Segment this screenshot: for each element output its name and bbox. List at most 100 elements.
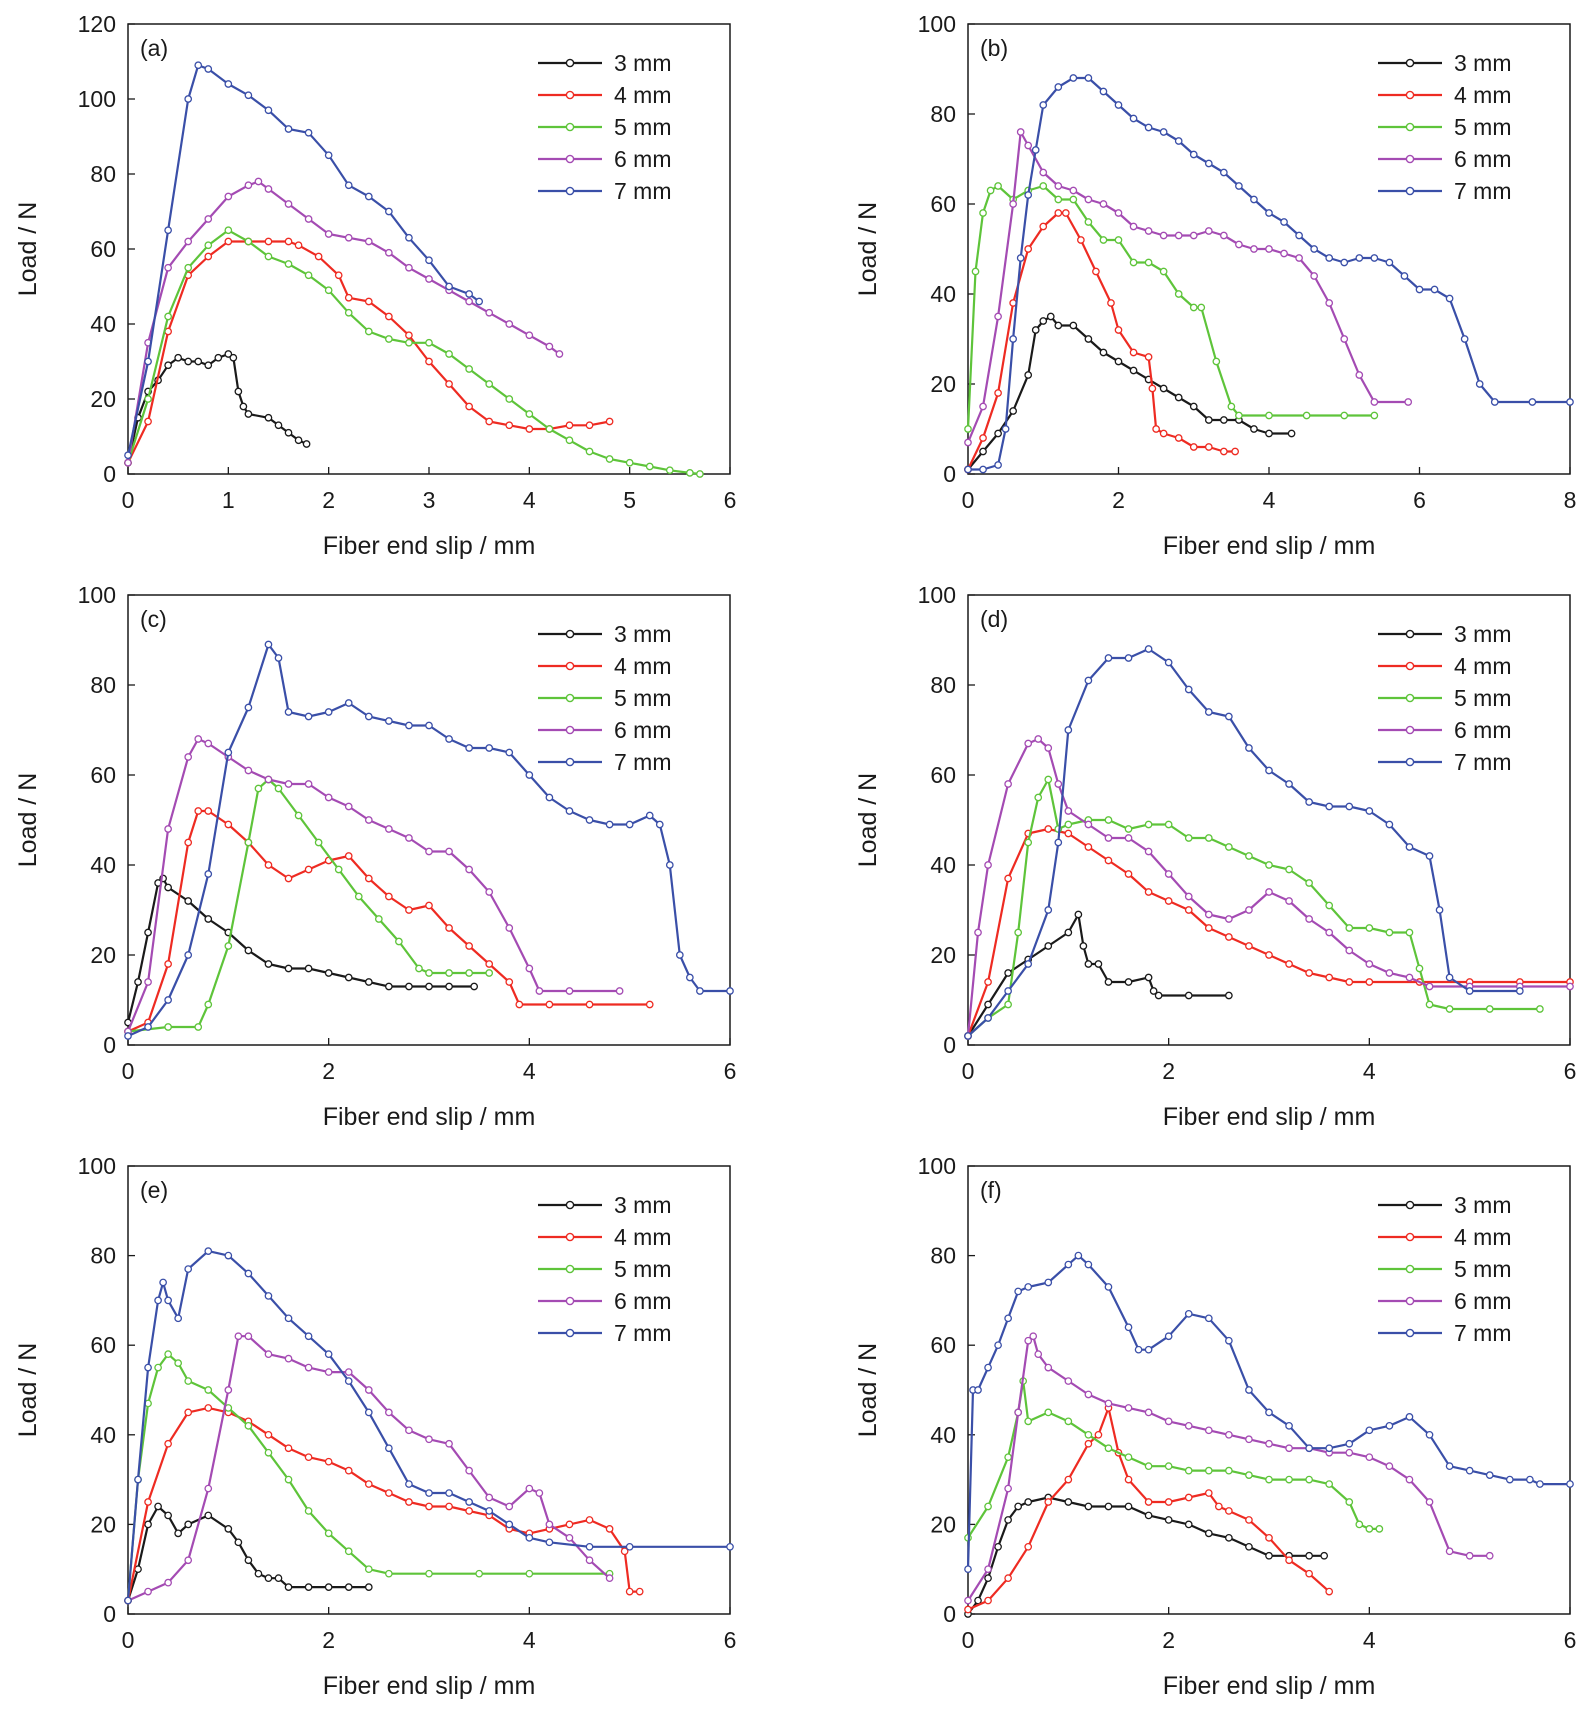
- data-point: [1385, 258, 1394, 267]
- data-point: [1084, 218, 1093, 226]
- data-point: [1295, 254, 1303, 262]
- data-point: [1099, 200, 1108, 208]
- data-point: [1079, 942, 1088, 950]
- data-point: [485, 380, 494, 388]
- data-point: [1204, 910, 1213, 919]
- data-point: [1325, 1444, 1334, 1453]
- data-point: [1054, 321, 1063, 330]
- data-point: [585, 421, 594, 430]
- data-point: [1074, 1251, 1083, 1260]
- data-point: [1214, 1502, 1223, 1511]
- data-point: [425, 982, 433, 991]
- data-point: [1220, 447, 1228, 456]
- data-point: [1225, 1336, 1233, 1345]
- legend-marker: [565, 154, 575, 164]
- data-point: [164, 1578, 172, 1587]
- y-tick-label: 20: [930, 371, 956, 397]
- data-point: [1235, 240, 1243, 249]
- data-point: [1009, 407, 1018, 415]
- legend-entry: 5 mm: [1454, 114, 1512, 140]
- data-point: [1099, 236, 1108, 244]
- series-3-mm: [124, 874, 478, 1027]
- data-point: [204, 361, 213, 370]
- data-point: [284, 428, 293, 437]
- data-point: [144, 1520, 152, 1529]
- data-point: [1001, 425, 1010, 433]
- x-tick-label: 5: [623, 487, 636, 513]
- data-point: [465, 1466, 473, 1475]
- data-point: [1024, 838, 1033, 847]
- series-line: [967, 647, 1520, 1037]
- data-point: [1325, 299, 1334, 307]
- data-point: [405, 263, 413, 272]
- data-point: [625, 820, 634, 829]
- data-point: [1250, 245, 1258, 253]
- data-point: [1164, 897, 1173, 905]
- data-point: [164, 1439, 172, 1448]
- y-tick-label: 20: [930, 942, 956, 968]
- data-point: [1164, 870, 1173, 878]
- data-point: [364, 1480, 373, 1488]
- legend-marker: [1405, 725, 1415, 735]
- data-point: [324, 1350, 333, 1359]
- data-point: [1365, 960, 1374, 968]
- data-point: [1285, 1444, 1293, 1453]
- data-point: [405, 982, 413, 991]
- data-point: [184, 753, 193, 761]
- data-point: [1039, 168, 1048, 177]
- data-point: [1124, 654, 1133, 662]
- data-point: [1164, 1498, 1173, 1506]
- plot-frame: [967, 594, 1571, 1046]
- data-point: [1285, 1556, 1293, 1565]
- data-point: [1220, 416, 1228, 424]
- data-point: [164, 996, 172, 1004]
- data-point: [304, 780, 313, 788]
- data-point: [264, 960, 273, 968]
- data-point: [164, 883, 172, 892]
- data-point: [1144, 353, 1153, 361]
- series-6-mm: [124, 1332, 614, 1605]
- data-point: [1325, 254, 1334, 262]
- data-point: [1345, 924, 1354, 932]
- data-point: [1204, 1426, 1213, 1435]
- data-point: [304, 1453, 313, 1462]
- series-3-mm: [124, 350, 311, 467]
- data-point: [234, 1538, 243, 1547]
- data-point: [445, 735, 453, 743]
- legend-marker: [1405, 1264, 1415, 1274]
- data-point: [565, 436, 574, 445]
- y-tick-label: 100: [918, 11, 956, 37]
- data-point: [1365, 807, 1374, 815]
- data-point: [284, 1314, 293, 1323]
- data-point: [1204, 924, 1213, 932]
- legend-entry: 5 mm: [614, 114, 672, 140]
- data-point: [184, 951, 193, 959]
- data-point: [1144, 888, 1153, 896]
- data-point: [364, 874, 373, 883]
- data-point: [1430, 285, 1439, 294]
- data-point: [304, 271, 313, 280]
- data-point: [224, 192, 233, 201]
- series-6-mm: [124, 735, 624, 1036]
- data-point: [1566, 398, 1574, 406]
- data-point: [525, 1484, 534, 1493]
- data-point: [385, 1489, 393, 1497]
- data-point: [1415, 964, 1424, 973]
- data-point: [264, 185, 273, 193]
- data-point: [1212, 357, 1221, 366]
- data-point: [1445, 294, 1454, 303]
- data-point: [314, 252, 323, 261]
- data-point: [229, 353, 238, 362]
- series-5-mm: [124, 775, 494, 1036]
- series-4-mm: [964, 825, 1574, 1040]
- data-point: [1365, 1525, 1374, 1533]
- data-point: [1064, 1377, 1073, 1385]
- data-point: [1129, 348, 1138, 357]
- data-point: [1044, 1408, 1053, 1417]
- data-point: [1159, 267, 1168, 276]
- data-point: [1114, 357, 1123, 366]
- data-point: [1385, 969, 1394, 977]
- data-point: [1144, 1462, 1153, 1471]
- series-line: [126, 64, 480, 456]
